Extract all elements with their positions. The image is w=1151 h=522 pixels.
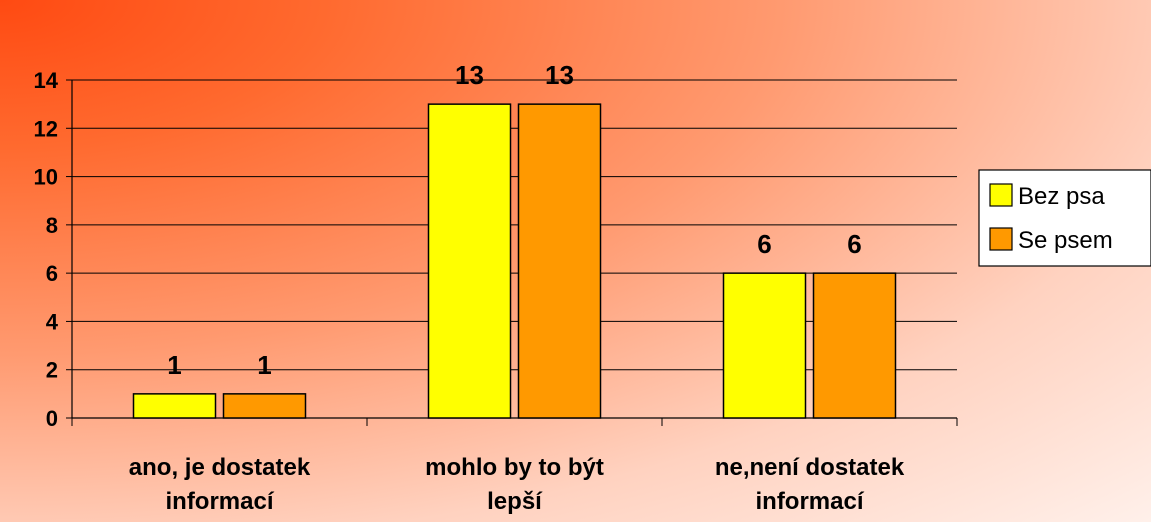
data-label: 13: [545, 60, 574, 90]
y-tick-label: 8: [46, 213, 58, 238]
y-tick-label: 14: [34, 68, 59, 93]
legend-label: Se psem: [1018, 227, 1113, 254]
x-category-label: ne,není dostatek: [715, 454, 905, 481]
data-label: 6: [757, 229, 771, 259]
bar-bez-psa: [132, 393, 217, 419]
y-tick-label: 4: [46, 309, 59, 334]
y-tick-label: 2: [46, 358, 58, 383]
data-label: 1: [167, 350, 181, 380]
legend-label: Bez psa: [1018, 183, 1105, 210]
bar-se-psem: [812, 272, 897, 419]
bar-se-psem: [222, 393, 307, 419]
y-tick-label: 10: [34, 165, 58, 190]
x-category-label: ano, je dostatek: [129, 454, 311, 481]
x-category-label: lepší: [487, 488, 543, 515]
data-label: 6: [847, 229, 861, 259]
y-tick-label: 0: [46, 406, 58, 431]
bar-se-psem: [517, 103, 602, 419]
bar-bez-psa: [427, 103, 512, 419]
data-label: 13: [455, 60, 484, 90]
x-category-label: mohlo by to být: [425, 454, 604, 481]
x-category-label: informací: [755, 488, 864, 515]
y-tick-label: 12: [34, 116, 58, 141]
y-tick-label: 6: [46, 261, 58, 286]
legend-swatch: [989, 227, 1013, 251]
data-label: 1: [257, 350, 271, 380]
x-category-label: informací: [165, 488, 274, 515]
legend-swatch: [989, 183, 1013, 207]
bar-bez-psa: [722, 272, 807, 419]
